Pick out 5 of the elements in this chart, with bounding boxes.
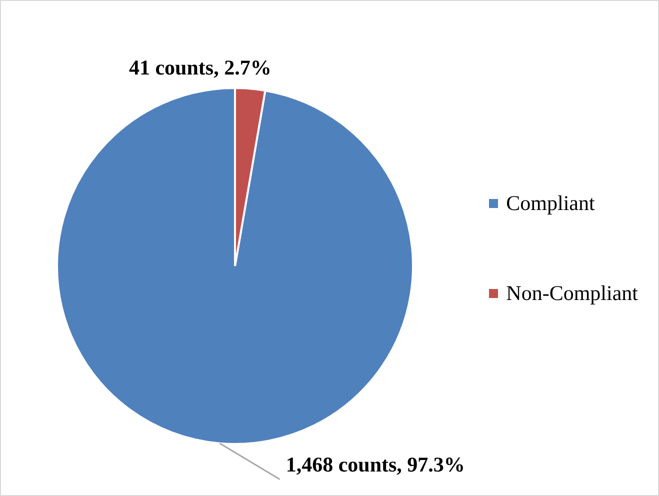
legend-label: Non-Compliant: [506, 280, 638, 306]
pie-slice: [56, 87, 414, 445]
data-label: 41 counts, 2.7%: [128, 56, 272, 80]
legend-label: Compliant: [506, 190, 595, 216]
data-label: 1,468 counts, 97.3%: [286, 452, 465, 476]
